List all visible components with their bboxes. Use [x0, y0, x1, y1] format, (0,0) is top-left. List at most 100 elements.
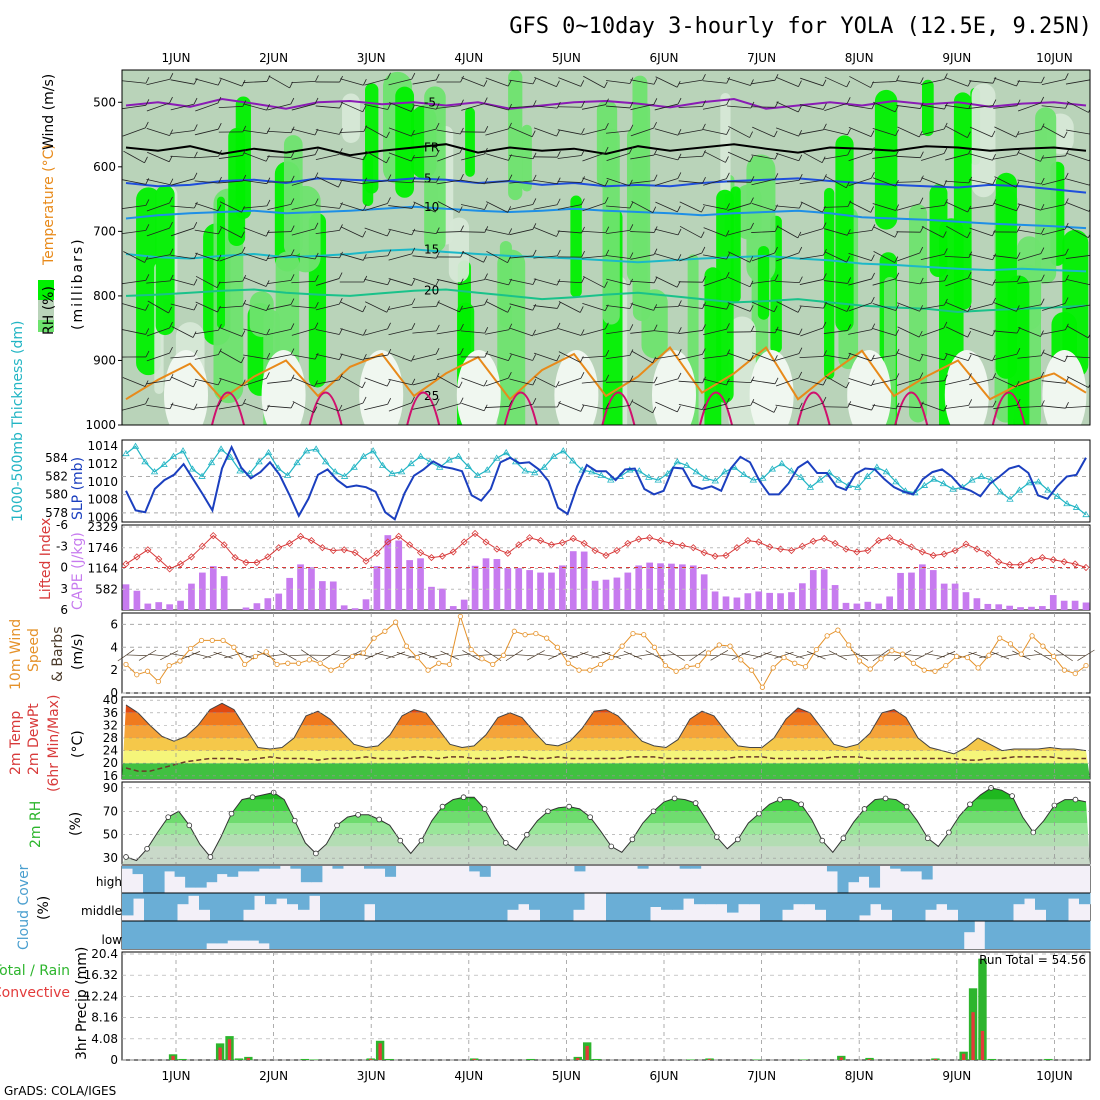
- wind-barb-flag: [773, 406, 778, 413]
- cloud-bar: [551, 893, 563, 921]
- cloud-bar: [574, 866, 586, 872]
- wind-barb: [170, 278, 195, 286]
- surface-wind-barb: [505, 649, 523, 662]
- thickness-point: [768, 465, 777, 472]
- wind-barb: [678, 380, 703, 384]
- cape-bar: [897, 572, 904, 610]
- wind-barb-flag: [1040, 177, 1045, 185]
- wind-barb: [291, 354, 316, 360]
- surface-wind-barb: [548, 650, 567, 660]
- wind-barb: [751, 379, 776, 385]
- wind-barb-flag: [676, 81, 681, 88]
- wind-barb: [509, 303, 533, 311]
- contour-30: [308, 391, 343, 425]
- cape-bar: [362, 599, 370, 610]
- wind-barb: [460, 204, 485, 210]
- wind-barb: [218, 155, 243, 159]
- thickness-point: [721, 468, 729, 475]
- lifted-point: [613, 546, 621, 555]
- cloud-bar: [237, 921, 249, 941]
- wind-speed-point: [339, 662, 345, 669]
- wind-barb: [388, 253, 412, 261]
- thickness-point: [388, 469, 396, 477]
- wind-barb: [243, 253, 267, 261]
- wind-barb: [364, 354, 388, 360]
- cloud-bar: [452, 893, 464, 921]
- wind-barb: [364, 78, 388, 86]
- wind-barb-flag: [266, 352, 271, 360]
- wind-barb: [365, 150, 387, 164]
- wind-barb-flag: [460, 174, 464, 181]
- wind-barb-flag: [218, 348, 222, 355]
- cloud-bar: [300, 921, 312, 949]
- wind-speed-point: [943, 662, 949, 669]
- wind-barb: [533, 105, 558, 109]
- wind-barb: [364, 227, 388, 237]
- wind-barb: [872, 378, 896, 386]
- precip-total-bar: [234, 1058, 244, 1060]
- cape-bar: [635, 565, 643, 610]
- wind-barb-flag: [968, 102, 973, 109]
- lifted-line: [125, 532, 1087, 570]
- wind-barb-flag: [290, 126, 295, 133]
- wind-barb-flag: [169, 346, 173, 354]
- wind-barb-flag: [460, 99, 464, 106]
- wind-barb-flag: [290, 323, 295, 330]
- wind-barb: [702, 80, 727, 84]
- wind-barb: [775, 252, 799, 262]
- wind-barb-flag: [992, 199, 997, 206]
- lifted-point: [1038, 554, 1046, 562]
- lifted-point: [460, 538, 468, 546]
- cloud-bar: [332, 866, 344, 869]
- wind-barb-flag: [726, 172, 730, 179]
- wind-barb: [267, 354, 292, 360]
- lifted-point: [220, 541, 228, 549]
- wind-barb-flag: [702, 123, 706, 131]
- wind-barb: [243, 402, 267, 412]
- cloud-bar: [375, 893, 387, 921]
- wind-barb-flag: [967, 271, 972, 279]
- wind-barb-flag: [943, 147, 948, 154]
- wind-barb: [945, 277, 969, 287]
- wind-barb-flag: [145, 397, 149, 405]
- wind-speed-point: [716, 642, 722, 648]
- top-date-label: 7JUN: [747, 51, 776, 65]
- wind-speed-point: [619, 643, 625, 649]
- wind-barb: [678, 129, 703, 135]
- wind-barb-flag: [218, 227, 222, 235]
- cape-bar: [1006, 605, 1013, 610]
- wind-barb: [315, 230, 340, 234]
- cloud-bar: [265, 893, 277, 905]
- wind-barb: [340, 226, 363, 238]
- cape-bar: [482, 558, 490, 610]
- cape-bar: [493, 559, 501, 610]
- wind-barb-flag: [581, 198, 585, 205]
- cape-bar: [133, 590, 141, 610]
- wind-barb: [751, 202, 775, 212]
- cloud-bar: [771, 893, 783, 921]
- cape-bar: [166, 604, 173, 610]
- wind-barb-flag: [362, 105, 367, 112]
- wind-barb: [872, 128, 896, 136]
- wind-barb: [1017, 203, 1042, 211]
- wind-barb: [581, 230, 606, 234]
- wind-barb-flag: [144, 121, 149, 129]
- wind-barb: [437, 375, 460, 389]
- surface-wind-barb: [925, 653, 945, 658]
- cloud-bar: [374, 866, 386, 869]
- wind-barb: [170, 303, 195, 311]
- lifted-point: [580, 539, 588, 547]
- rh-point: [249, 794, 256, 801]
- lifted-point: [122, 560, 130, 568]
- wind-barb: [485, 180, 509, 184]
- wind-barb-flag: [677, 97, 682, 105]
- wind-barb-flag: [508, 400, 513, 407]
- wind-speed-point: [533, 630, 539, 637]
- rh-shade-streak: [728, 316, 756, 425]
- wind-barb-flag: [1016, 99, 1021, 106]
- wind-barb: [122, 104, 146, 110]
- wind-barb-flag: [701, 246, 706, 254]
- cape-bar: [591, 580, 599, 610]
- wind-barb: [848, 329, 872, 335]
